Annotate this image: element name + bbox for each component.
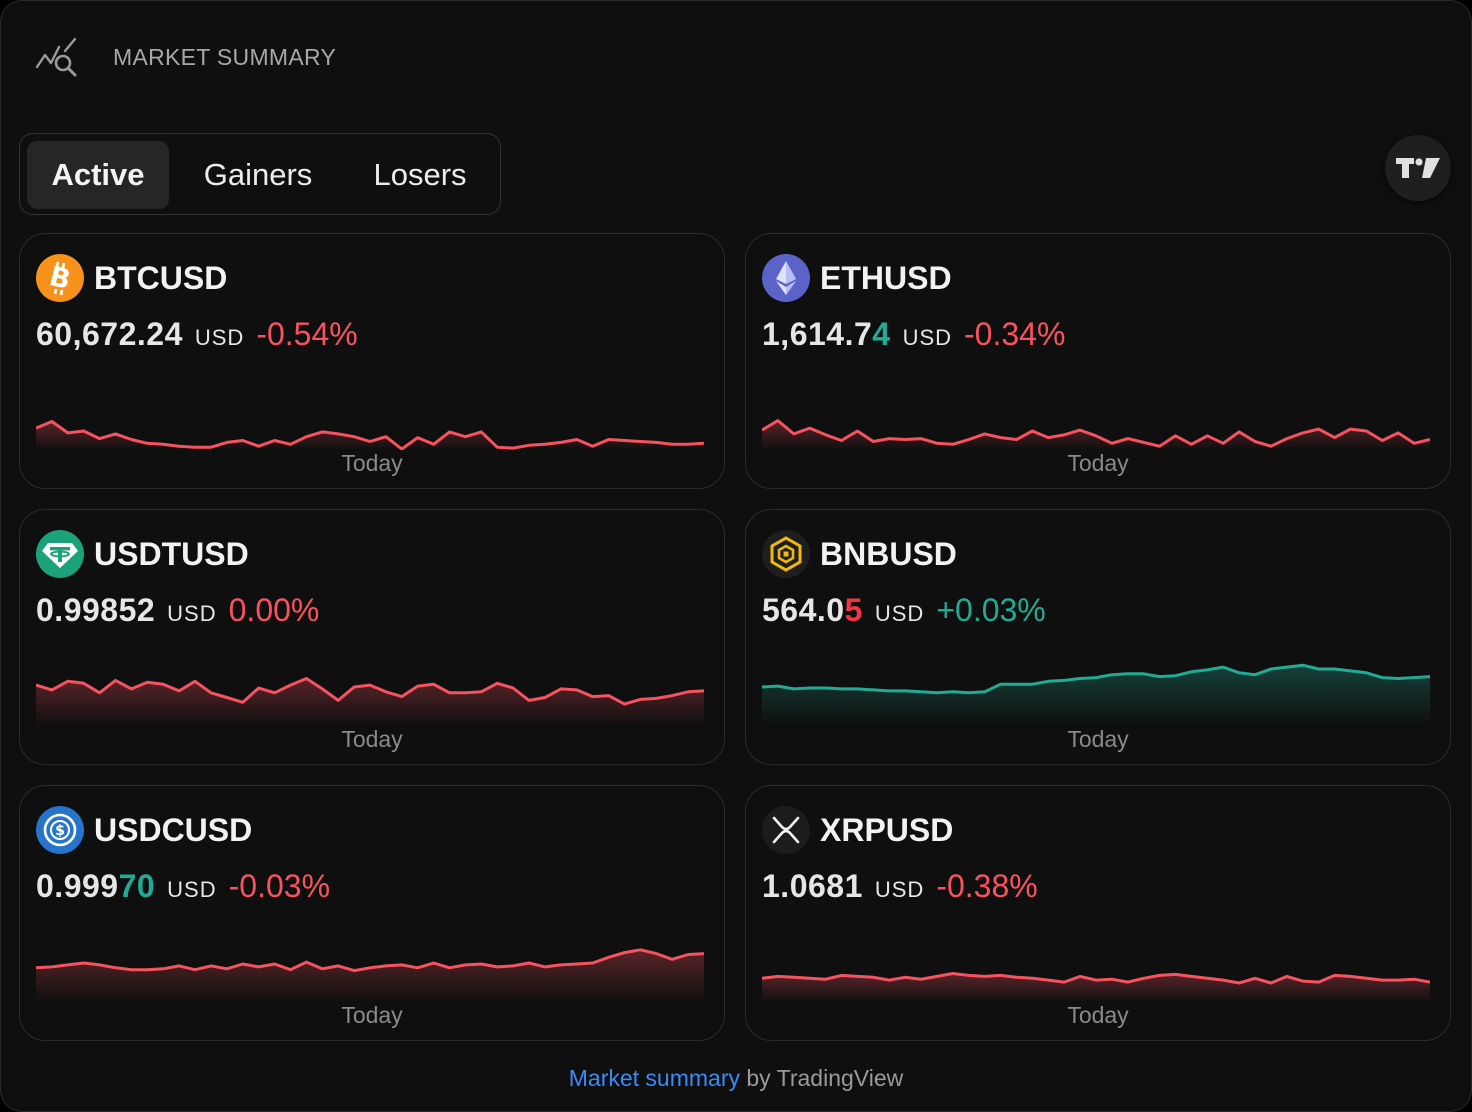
sparkline-chart: [36, 948, 704, 1002]
sparkline-area: [762, 420, 1430, 450]
sparkline-line: [36, 677, 704, 706]
ethereum-logo-icon: [762, 254, 810, 302]
tab-losers[interactable]: Losers: [373, 157, 467, 192]
price-line: 0.99970 USD -0.03%: [36, 868, 330, 905]
currency-label: USD: [167, 601, 217, 626]
change-percent: 0.00%: [228, 592, 320, 628]
price-value: 0.99852: [36, 592, 156, 628]
ticker-card-usdcusd[interactable]: $ USDCUSD 0.99970 USD -0.03% Today: [19, 785, 725, 1041]
sparkline-area: [36, 421, 704, 450]
currency-label: USD: [902, 325, 953, 350]
sparkline-area: [36, 949, 704, 1002]
price-last-digits: 5: [844, 592, 863, 628]
ticker-symbol: XRPUSD: [820, 812, 954, 848]
tradingview-logo-icon: [1396, 158, 1440, 178]
tradingview-logo-button[interactable]: [1385, 135, 1451, 201]
change-percent: -0.03%: [228, 868, 331, 904]
sparkline-line: [36, 948, 704, 973]
tab-gainers[interactable]: Gainers: [203, 157, 313, 192]
price-value: 60,672.24: [36, 316, 183, 352]
tether-logo-icon: [36, 530, 84, 578]
change-percent: -0.54%: [256, 316, 358, 352]
period-label: Today: [341, 1002, 403, 1028]
price-value: 564.05: [762, 592, 863, 628]
price-value: 0.99970: [36, 868, 156, 904]
period-label: Today: [1067, 1002, 1129, 1028]
sparkline-line: [36, 420, 704, 450]
price-line: 1.0681 USD -0.38%: [762, 868, 1038, 905]
sparkline-chart: [762, 663, 1430, 726]
ticker-card-ethusd[interactable]: ETHUSD 1,614.74 USD -0.34% Today: [745, 233, 1451, 489]
market-summary-link[interactable]: Market summary: [568, 1065, 740, 1091]
ticker-symbol: USDCUSD: [94, 812, 253, 848]
binance-logo-icon: [762, 530, 810, 578]
ticker-symbol: ETHUSD: [820, 260, 952, 296]
sparkline-area: [36, 678, 704, 726]
price-line: 0.99852 USD 0.00%: [36, 592, 319, 629]
sparkline-chart: [762, 419, 1430, 450]
svg-text:$: $: [55, 823, 65, 839]
attribution-text: by TradingView: [740, 1065, 904, 1091]
currency-label: USD: [194, 325, 245, 350]
price-value: 1.0681: [762, 868, 863, 904]
ticker-symbol: BTCUSD: [94, 260, 228, 296]
sparkline-line: [762, 972, 1430, 985]
widget-header: MARKET SUMMARY: [33, 33, 336, 81]
sparkline-chart: [36, 677, 704, 726]
tab-bar: Active Gainers Losers: [19, 133, 501, 215]
currency-label: USD: [874, 877, 925, 902]
attribution-footer: Market summary by TradingView: [1, 1065, 1471, 1092]
chart-magnifier-icon: [35, 37, 77, 77]
period-label: Today: [1067, 450, 1129, 476]
price-line: 1,614.74 USD -0.34%: [762, 316, 1065, 353]
period-label: Today: [341, 450, 403, 476]
period-label: Today: [341, 726, 403, 752]
ticker-card-xrpusd[interactable]: XRPUSD 1.0681 USD -0.38% Today: [745, 785, 1451, 1041]
ticker-symbol: BNBUSD: [820, 536, 957, 572]
ticker-card-bnbusd[interactable]: BNBUSD 564.05 USD +0.03% Today: [745, 509, 1451, 765]
sparkline-line: [762, 663, 1430, 695]
sparkline-chart: [762, 972, 1430, 1002]
sparkline-area: [762, 973, 1430, 1002]
price-last-digits: 4: [872, 316, 891, 352]
xrp-logo-icon: [762, 806, 810, 854]
page-title: MARKET SUMMARY: [113, 43, 337, 70]
ticker-symbol: USDTUSD: [94, 536, 249, 572]
sparkline-area: [762, 665, 1430, 726]
bitcoin-logo-icon: B: [36, 254, 84, 302]
price-value: 1,614.74: [762, 316, 891, 352]
price-line: 564.05 USD +0.03%: [762, 592, 1046, 629]
currency-label: USD: [167, 877, 217, 902]
period-label: Today: [1067, 726, 1129, 752]
ticker-card-btcusd[interactable]: B BTCUSD 60,672.24 USD -0.54% Today: [19, 233, 725, 489]
price-line: 60,672.24 USD -0.54%: [36, 316, 358, 353]
tab-active[interactable]: Active: [27, 141, 169, 209]
currency-label: USD: [874, 601, 925, 626]
usd-coin-logo-icon: $: [36, 806, 84, 854]
change-percent: +0.03%: [936, 592, 1046, 628]
change-percent: -0.34%: [964, 316, 1066, 352]
ticker-card-usdtusd[interactable]: USDTUSD 0.99852 USD 0.00% Today: [19, 509, 725, 765]
price-last-digits: 70: [118, 868, 156, 904]
sparkline-chart: [36, 420, 704, 450]
change-percent: -0.38%: [936, 868, 1038, 904]
sparkline-line: [762, 419, 1430, 448]
